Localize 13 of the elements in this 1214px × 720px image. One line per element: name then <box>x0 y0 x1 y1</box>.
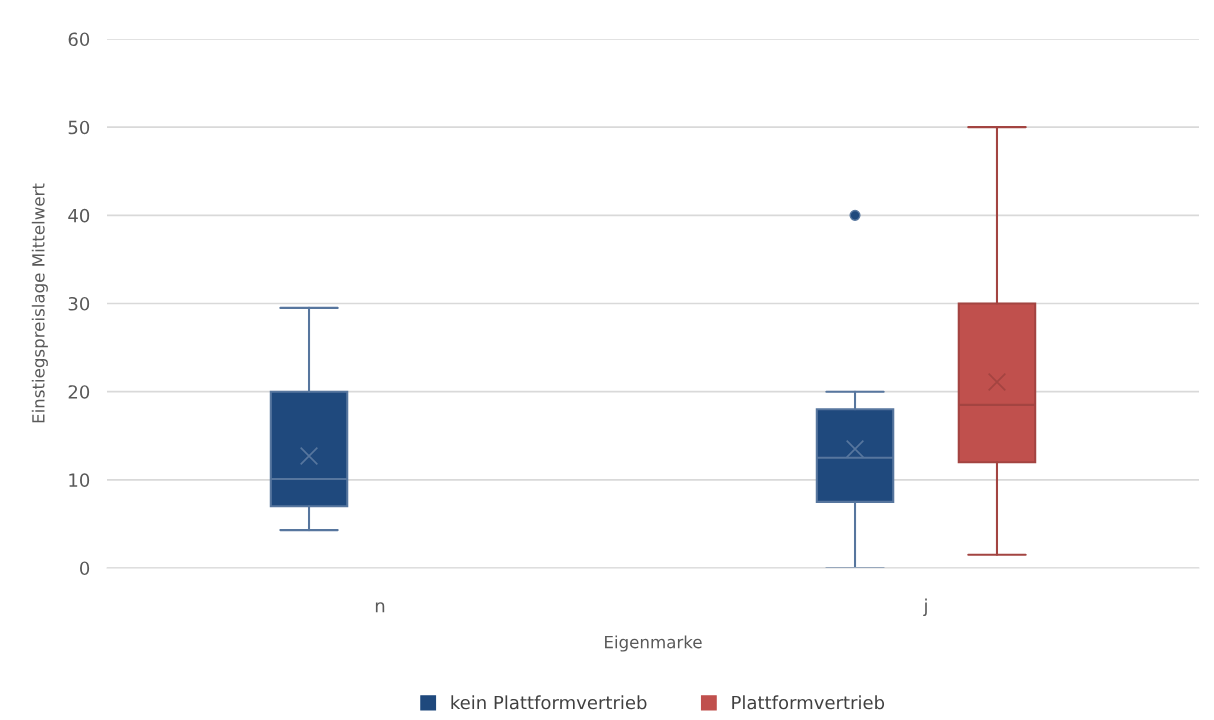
y-tick-label: 10 <box>69 473 90 487</box>
x-axis-title: Eigenmarke <box>605 635 702 652</box>
x-tick-label: j <box>923 598 927 617</box>
y-tick-label: 40 <box>68 208 90 223</box>
y-tick-label: 0 <box>80 561 90 576</box>
y-tick-label: 50 <box>68 120 90 135</box>
y-axis-title: Einstiegspreislage Mittelwert <box>31 183 48 423</box>
legend-label: Plattformvertrieb <box>732 695 885 710</box>
y-tick-label: 30 <box>68 296 90 311</box>
y-tick-label: 60 <box>68 32 90 47</box>
x-tick-label: n <box>375 602 385 613</box>
y-tick-label: 20 <box>68 385 90 399</box>
legend-label: kein Plattformvertrieb <box>451 695 647 710</box>
